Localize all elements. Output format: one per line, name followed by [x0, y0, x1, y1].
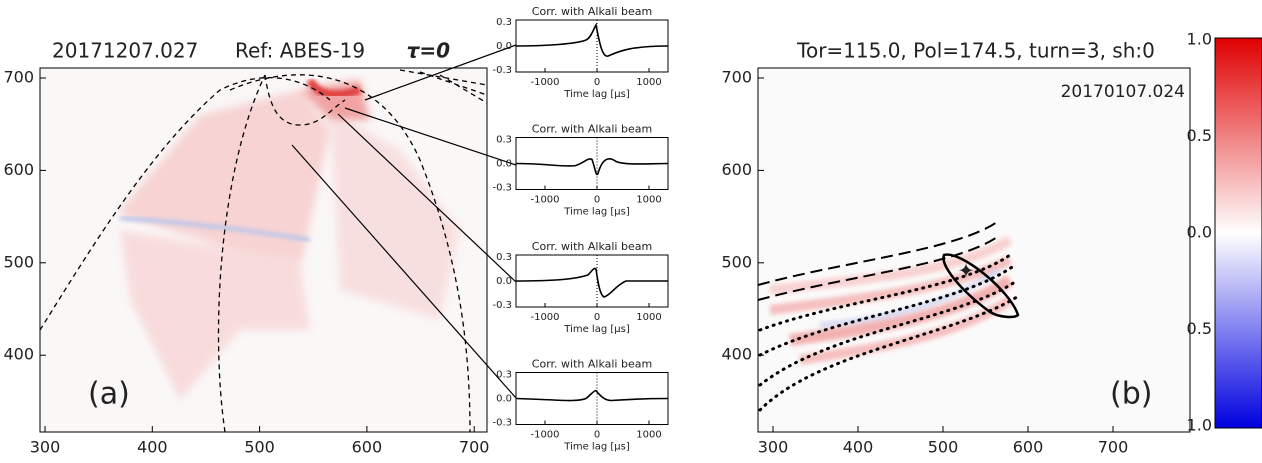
- corr-curve: [515, 389, 669, 402]
- x-tick-label: 0: [594, 195, 600, 206]
- panel-label: (a): [88, 377, 130, 412]
- y-tick-label: 400: [3, 345, 34, 364]
- x-tick-label: 1000: [636, 77, 661, 88]
- y-tick-label: 0.0: [496, 276, 512, 287]
- y-tick-label: 0.0: [496, 159, 512, 170]
- colorbar: [1214, 37, 1262, 429]
- x-tick-label: 500: [244, 438, 275, 457]
- y-tick-label: 0.3: [496, 370, 512, 381]
- x-tick-label: 600: [1013, 438, 1044, 457]
- x-tick-label: -1000: [530, 195, 559, 206]
- x-tick-label: 0: [594, 312, 600, 323]
- y-tick-label: 0.3: [496, 17, 512, 28]
- y-tick-label: -0.3: [492, 418, 512, 429]
- x-tick-label: -1000: [530, 312, 559, 323]
- x-tick-label: 300: [30, 438, 61, 457]
- x-tick-label: 1000: [636, 195, 661, 206]
- svg-text:✦: ✦: [958, 259, 975, 283]
- y-tick-label: 0.3: [496, 252, 512, 263]
- x-tick-label: 0: [594, 430, 600, 441]
- x-tick-label: 700: [459, 438, 490, 457]
- map-b: ✦: [757, 67, 1191, 433]
- shot-number: 20170107.024: [1061, 82, 1185, 102]
- x-tick-label: 300: [758, 438, 789, 457]
- panel-label: (b): [1110, 377, 1152, 412]
- corr-curve: [515, 267, 668, 298]
- y-tick-label: 400: [721, 345, 752, 364]
- corr-title: Corr. with Alkali beam: [532, 123, 652, 136]
- x-tick-label: 500: [928, 438, 959, 457]
- corr-title: Corr. with Alkali beam: [532, 5, 652, 18]
- corr-curve: [515, 158, 669, 176]
- y-tick-label: -0.3: [492, 183, 512, 194]
- x-tick-label: 700: [1098, 438, 1129, 457]
- colorbar-label: 0.5: [1187, 126, 1212, 145]
- tau: τ=0: [407, 39, 451, 63]
- x-axis-label: Time lag [μs]: [563, 207, 630, 218]
- y-tick-label: 0.3: [496, 135, 512, 146]
- x-tick-label: 1000: [636, 312, 661, 323]
- x-tick-label: -1000: [530, 430, 559, 441]
- x-axis-label: Time lag [μs]: [563, 324, 630, 335]
- x-tick-label: 400: [843, 438, 874, 457]
- colorbar-label: 0.0: [1187, 223, 1212, 242]
- y-tick-label: 700: [3, 68, 34, 87]
- corr-title: Corr. with Alkali beam: [532, 240, 652, 253]
- panel-title: Tor=115.0, Pol=174.5, turn=3, sh:0: [796, 39, 1155, 63]
- corr-title: Corr. with Alkali beam: [532, 358, 652, 371]
- x-axis-label: Time lag [μs]: [563, 89, 630, 100]
- x-axis-label: Time lag [μs]: [563, 442, 630, 453]
- colorbar-label: 1.0: [1187, 30, 1212, 49]
- y-tick-label: 600: [3, 160, 34, 179]
- x-tick-label: 1000: [636, 430, 661, 441]
- y-tick-label: 0.0: [496, 41, 512, 52]
- x-tick-label: 400: [137, 438, 168, 457]
- colorbar-label: 0.5: [1187, 319, 1212, 338]
- map-a: [39, 44, 517, 433]
- y-tick-label: -0.3: [492, 300, 512, 311]
- reference: Ref: ABES-19: [235, 39, 365, 63]
- y-tick-label: 0.0: [496, 394, 512, 405]
- x-tick-label: -1000: [530, 77, 559, 88]
- x-tick-label: 600: [352, 438, 383, 457]
- y-tick-label: 500: [3, 252, 34, 271]
- y-tick-label: 500: [721, 252, 752, 271]
- y-tick-label: -0.3: [492, 65, 512, 76]
- y-tick-label: 700: [721, 68, 752, 87]
- x-tick-label: 0: [594, 77, 600, 88]
- colorbar-label: 1.0: [1187, 416, 1212, 435]
- corr-curve: [515, 22, 669, 57]
- y-tick-label: 600: [721, 160, 752, 179]
- panel-title: 20171207.027: [52, 39, 198, 63]
